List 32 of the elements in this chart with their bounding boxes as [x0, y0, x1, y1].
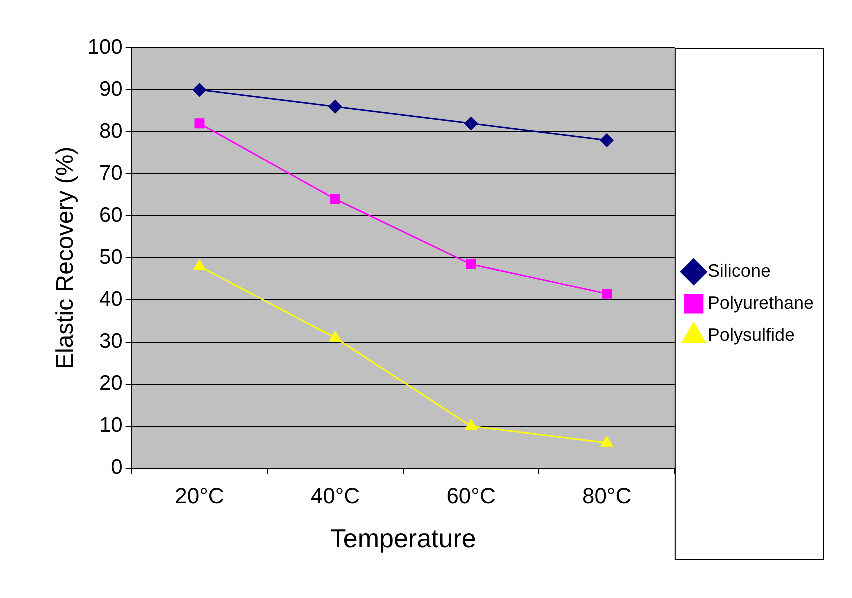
- y-tick-label: 100: [88, 36, 123, 59]
- y-tick-label: 0: [111, 456, 123, 480]
- x-axis-title: Temperature: [330, 524, 476, 554]
- point: [601, 436, 613, 447]
- y-tick-label: 40: [99, 288, 123, 312]
- y-tick-label: 60: [99, 204, 123, 227]
- point: [194, 260, 206, 270]
- legend-label: Polysulfide: [708, 324, 795, 345]
- point: [466, 260, 476, 270]
- point: [600, 134, 614, 148]
- x-tick-label: 80°C: [582, 484, 632, 509]
- y-tick-label: 90: [99, 78, 123, 101]
- point: [328, 100, 342, 114]
- point: [192, 83, 206, 97]
- point: [194, 118, 205, 129]
- point: [602, 288, 612, 299]
- y-tick-label: 20: [99, 372, 123, 396]
- point: [330, 331, 342, 342]
- y-tick-label: 70: [99, 162, 123, 185]
- legend-label: Silicone: [708, 260, 771, 281]
- y-axis-title: Elastic Recovery (%): [52, 146, 80, 370]
- x-tick-label: 60°C: [446, 484, 496, 509]
- y-tick-label: 10: [99, 414, 123, 438]
- point: [330, 194, 340, 204]
- point: [465, 420, 478, 430]
- y-tick-label: 50: [99, 246, 123, 269]
- point: [464, 116, 478, 130]
- x-tick-label: 40°C: [310, 484, 360, 509]
- legend-label: Polyurethane: [708, 292, 814, 313]
- y-tick-label: 30: [99, 330, 123, 354]
- y-tick-label: 80: [99, 120, 123, 143]
- x-tick-label: 20°C: [175, 484, 224, 509]
